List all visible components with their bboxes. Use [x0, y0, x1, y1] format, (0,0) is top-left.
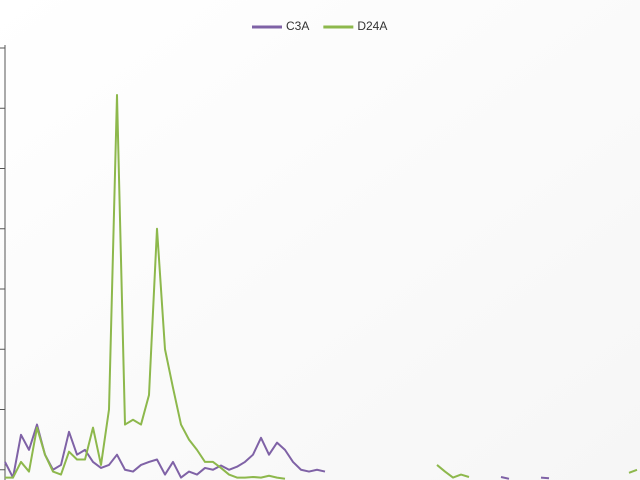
series-line [436, 464, 470, 479]
legend-label: C3A [286, 19, 309, 33]
series-line [628, 468, 638, 474]
series-line [540, 476, 550, 480]
series-line [5, 94, 286, 480]
legend-label: D24A [357, 19, 387, 33]
series-line [500, 476, 510, 480]
series-line [4, 423, 326, 479]
